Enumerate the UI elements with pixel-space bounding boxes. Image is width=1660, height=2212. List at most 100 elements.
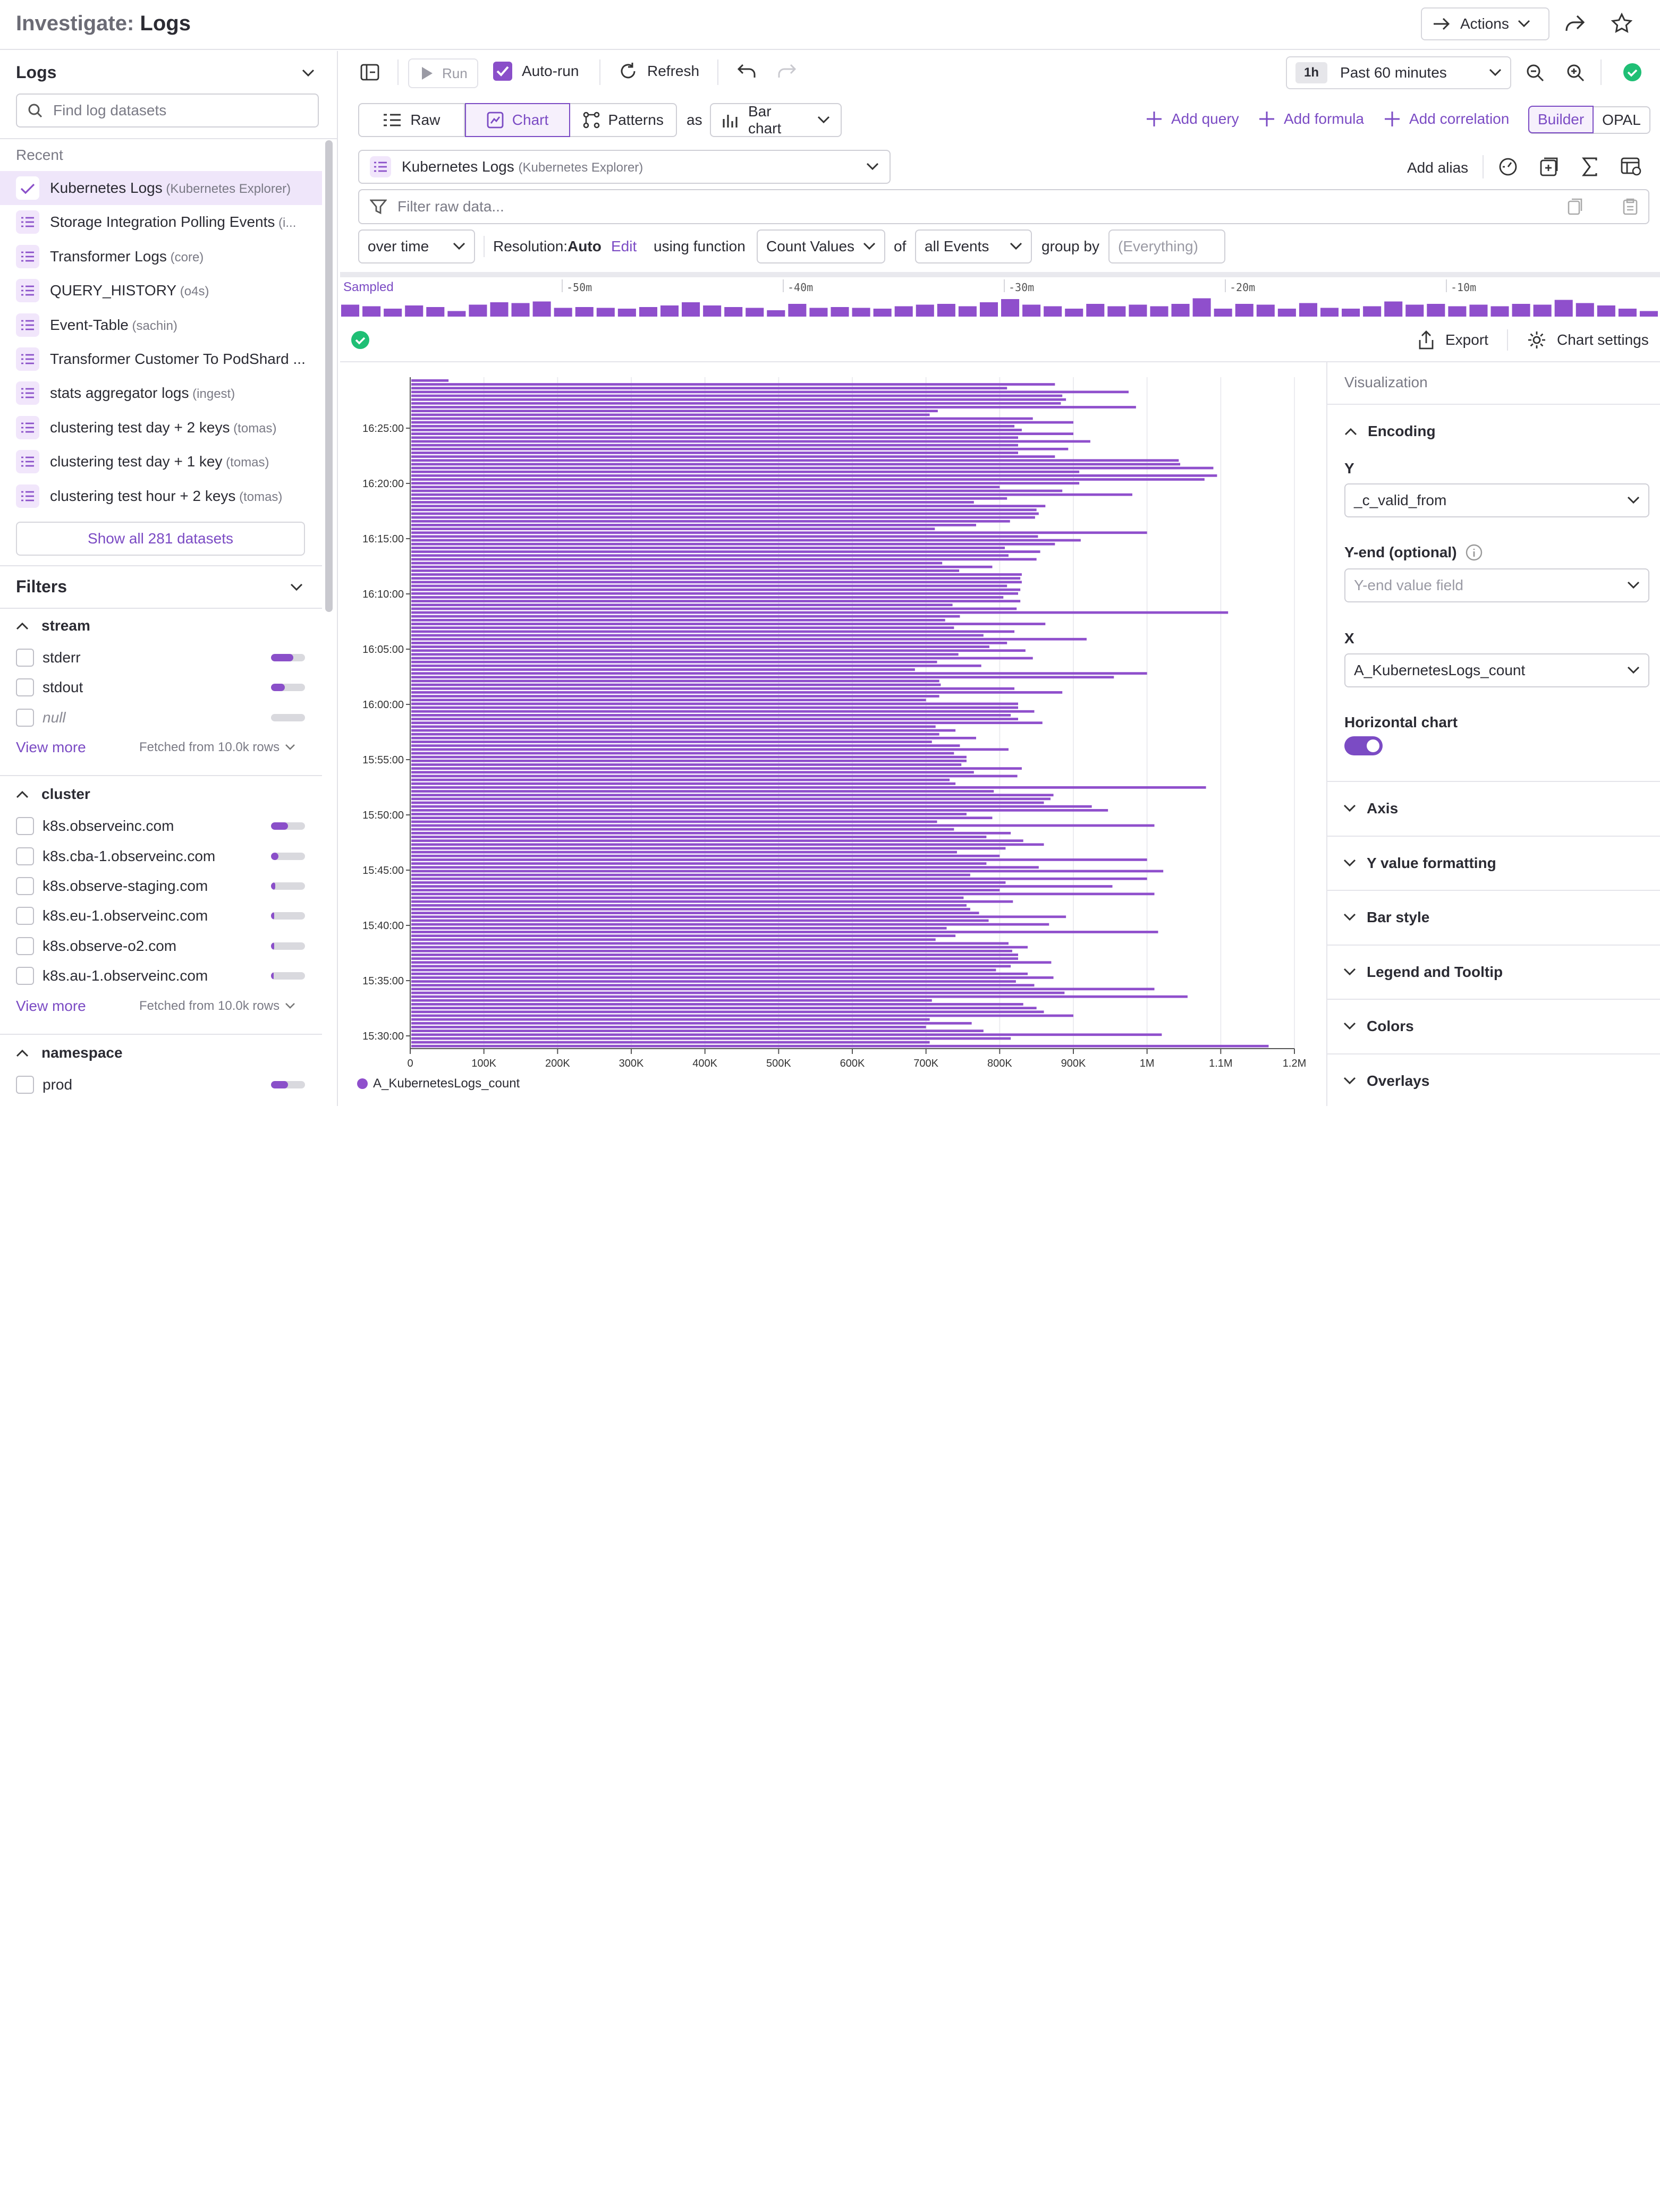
filter-checkbox[interactable] — [16, 649, 34, 667]
refresh-button[interactable]: Refresh — [619, 62, 699, 81]
bar — [411, 1037, 1011, 1040]
filter-group-header[interactable]: cluster — [16, 786, 90, 803]
encoding-header[interactable]: Encoding — [1344, 423, 1436, 440]
filter-item[interactable]: stderr — [16, 647, 305, 668]
filter-checkbox[interactable] — [16, 907, 34, 925]
autorun-toggle[interactable]: Auto-run — [493, 62, 579, 81]
view-more-link[interactable]: View more — [16, 739, 86, 756]
star-icon[interactable] — [1611, 13, 1632, 34]
filter-item[interactable]: k8s.observe-o2.com — [16, 935, 305, 957]
chart-type-select[interactable]: Bar chart — [710, 103, 842, 137]
sigma-icon[interactable] — [1581, 157, 1598, 176]
info-icon[interactable] — [1466, 544, 1483, 561]
fetched-info[interactable]: Fetched from 10.0k rows — [139, 999, 295, 1014]
events-select[interactable]: all Events — [915, 229, 1032, 263]
dataset-item[interactable]: Kubernetes Logs (Kubernetes Explorer) — [0, 171, 322, 205]
x-field-select[interactable]: A_KubernetesLogs_count — [1344, 653, 1649, 687]
resize-handle[interactable] — [340, 272, 1660, 277]
dataset-item[interactable]: Transformer Logs (core) — [0, 240, 322, 274]
yend-field-select[interactable]: Y-end value field — [1344, 568, 1649, 602]
dataset-item[interactable]: QUERY_HISTORY (o4s) — [0, 274, 322, 308]
viz-section-header[interactable]: Colors — [1326, 999, 1660, 1053]
dataset-item[interactable]: clustering test day + 2 keys (tomas) — [0, 411, 322, 445]
viz-section-header[interactable]: Axis — [1326, 781, 1660, 835]
time-range-picker[interactable]: 1h Past 60 minutes — [1286, 56, 1511, 89]
run-button[interactable]: Run — [408, 58, 478, 88]
filter-checkbox[interactable] — [16, 847, 34, 865]
share-icon[interactable] — [1564, 14, 1586, 33]
tab-patterns[interactable]: Patterns — [570, 104, 676, 136]
viz-section-header[interactable]: Bar style — [1326, 890, 1660, 944]
add-formula-button[interactable]: Add formula — [1258, 110, 1364, 127]
group-by-input[interactable]: (Everything) — [1108, 229, 1225, 263]
bar — [411, 402, 1061, 405]
dataset-select[interactable]: Kubernetes Logs (Kubernetes Explorer) — [358, 150, 891, 184]
actions-button[interactable]: Actions — [1421, 7, 1549, 40]
sidebar-scrollbar[interactable] — [325, 140, 333, 612]
filter-checkbox[interactable] — [16, 678, 34, 697]
dataset-search-input[interactable]: Find log datasets — [16, 93, 319, 127]
zoom-out-icon[interactable] — [1526, 64, 1545, 83]
filter-checkbox[interactable] — [16, 937, 34, 955]
chart-legend[interactable]: A_KubernetesLogs_count — [357, 1076, 520, 1091]
filter-checkbox[interactable] — [16, 708, 34, 727]
horizontal-chart-toggle[interactable] — [1344, 736, 1383, 755]
filter-item[interactable]: k8s.cba-1.observeinc.com — [16, 846, 305, 867]
chevron-down-icon[interactable] — [302, 69, 315, 78]
resolution-edit-link[interactable]: Edit — [611, 238, 637, 254]
over-time-select[interactable]: over time — [358, 229, 475, 263]
filter-item[interactable]: null — [16, 707, 305, 728]
viz-section-header[interactable]: Y value formatting — [1326, 835, 1660, 890]
filter-checkbox[interactable] — [16, 1075, 34, 1094]
dataset-item[interactable]: Transformer Customer To PodShard ... — [0, 342, 322, 376]
filter-group-header[interactable]: namespace — [16, 1044, 123, 1061]
dataset-item[interactable]: Storage Integration Polling Events (i... — [0, 205, 322, 239]
show-all-datasets-button[interactable]: Show all 281 datasets — [16, 522, 305, 556]
panel-toggle-icon[interactable] — [360, 64, 379, 81]
filter-checkbox[interactable] — [16, 967, 34, 985]
tab-opal[interactable]: OPAL — [1594, 107, 1649, 133]
y-field-select[interactable]: _c_valid_from — [1344, 483, 1649, 517]
editor-mode-group: Builder OPAL — [1528, 106, 1650, 134]
filter-item[interactable]: stdout — [16, 677, 305, 698]
viz-section-header[interactable]: Legend and Tooltip — [1326, 944, 1660, 999]
add-query-button[interactable]: Add query — [1146, 110, 1239, 127]
fetched-info[interactable]: Fetched from 10.0k rows — [139, 740, 295, 755]
table-settings-icon[interactable] — [1621, 157, 1642, 176]
filter-checkbox[interactable] — [16, 877, 34, 895]
filter-item[interactable]: k8s.observeinc.com — [16, 815, 305, 837]
zoom-in-icon[interactable] — [1566, 64, 1586, 83]
gauge-icon[interactable] — [1498, 157, 1518, 176]
viz-section-header[interactable]: Overlays — [1326, 1053, 1660, 1106]
view-more-link[interactable]: View more — [16, 997, 86, 1014]
dataset-item[interactable]: clustering test hour + 2 keys (tomas) — [0, 479, 322, 513]
export-button[interactable]: Export — [1418, 330, 1488, 350]
function-select[interactable]: Count Values — [757, 229, 885, 263]
legend-label: A_KubernetesLogs_count — [373, 1076, 520, 1091]
dataset-item[interactable]: clustering test day + 1 key (tomas) — [0, 445, 322, 479]
filter-checkbox[interactable] — [16, 817, 34, 836]
bar-chart[interactable]: 0 100K 200K 300K 400K 500K 600K 700K 800K 900K 1M 1… — [340, 362, 1326, 1106]
filter-item[interactable]: prod — [16, 1074, 305, 1095]
dataset-item[interactable]: stats aggregator logs (ingest) — [0, 376, 322, 410]
timeline-strip[interactable]: Sampled -50m -40m -30m -20m -10m — [340, 277, 1660, 321]
chart-settings-button[interactable]: Chart settings — [1527, 330, 1649, 350]
undo-icon[interactable] — [738, 64, 757, 79]
filter-item[interactable]: k8s.au-1.observeinc.com — [16, 965, 305, 986]
add-correlation-button[interactable]: Add correlation — [1384, 110, 1509, 127]
chevron-down-icon[interactable] — [290, 583, 303, 592]
tab-builder[interactable]: Builder — [1528, 106, 1594, 133]
dataset-item[interactable]: Event-Table (sachin) — [0, 308, 322, 342]
filter-item[interactable]: k8s.observe-staging.com — [16, 875, 305, 897]
redo-icon[interactable] — [777, 64, 796, 79]
filter-group-header[interactable]: stream — [16, 617, 90, 634]
chevron-up-icon — [1344, 428, 1357, 436]
filter-input[interactable]: Filter raw data... — [358, 189, 1649, 224]
copy-icon[interactable] — [1568, 198, 1582, 215]
filter-item[interactable]: k8s.eu-1.observeinc.com — [16, 905, 305, 926]
add-alias-button[interactable]: Add alias — [1407, 159, 1469, 176]
tab-raw[interactable]: Raw — [359, 104, 465, 136]
tab-chart[interactable]: Chart — [464, 103, 571, 137]
clipboard-icon[interactable] — [1623, 198, 1638, 215]
add-box-icon[interactable] — [1540, 157, 1559, 176]
